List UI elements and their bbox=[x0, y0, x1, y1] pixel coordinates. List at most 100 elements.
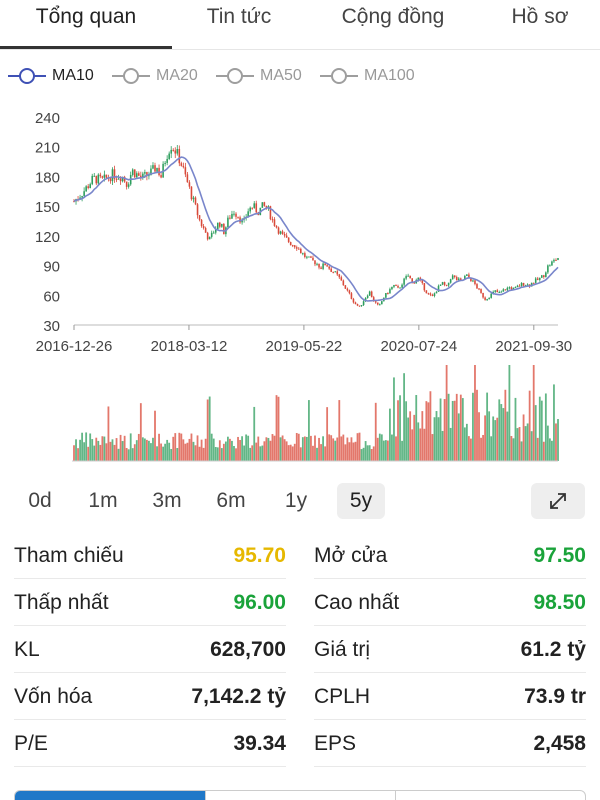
volume-bar bbox=[524, 426, 527, 461]
price-chart[interactable]: 240 210 180 150 120 90 60 30 2016-12-26 2018-03-… bbox=[0, 95, 600, 475]
volume-bar bbox=[419, 428, 422, 461]
tab-news[interactable]: Tin tức bbox=[206, 5, 272, 28]
candle-body bbox=[320, 267, 322, 269]
candle-body bbox=[480, 289, 482, 293]
x-tick-label: 2021-09-30 bbox=[495, 338, 572, 355]
candle-body bbox=[289, 242, 292, 246]
range-1y[interactable]: 1y bbox=[284, 489, 308, 512]
candle-body bbox=[393, 285, 395, 287]
legend-ma100[interactable]: MA100 bbox=[320, 62, 415, 90]
candle-body bbox=[133, 169, 136, 178]
volume-bar bbox=[334, 440, 337, 461]
y-tick-label: 240 bbox=[35, 110, 60, 127]
volume-bar bbox=[526, 423, 529, 461]
candle-body bbox=[314, 260, 316, 265]
volume-bar bbox=[267, 437, 270, 461]
candle-body bbox=[348, 290, 351, 294]
candle-body bbox=[356, 304, 359, 306]
volume-bar bbox=[271, 434, 274, 461]
volume-bar bbox=[176, 447, 179, 461]
volume-bar bbox=[431, 434, 434, 461]
volume-bar bbox=[486, 392, 489, 461]
candle-body bbox=[344, 285, 347, 289]
candle-body bbox=[178, 149, 181, 164]
candle-body bbox=[263, 202, 266, 206]
stat-label: Thấp nhất bbox=[14, 591, 109, 614]
volume-bar bbox=[81, 432, 84, 461]
volume-bar bbox=[121, 441, 124, 461]
volume-bar bbox=[372, 446, 375, 461]
candle-body bbox=[326, 265, 328, 267]
candle-body bbox=[221, 223, 223, 227]
volume-bar bbox=[200, 439, 203, 461]
legend-ma20[interactable]: MA20 bbox=[112, 62, 198, 90]
range-5y[interactable]: 5y bbox=[337, 483, 385, 519]
candle-body bbox=[457, 278, 460, 281]
candle-body bbox=[455, 277, 458, 281]
candle-body bbox=[308, 256, 310, 258]
tab-community[interactable]: Cộng đồng bbox=[341, 5, 445, 28]
volume-bar bbox=[99, 444, 102, 461]
candle-body bbox=[318, 263, 320, 268]
candles bbox=[73, 144, 559, 307]
candle-body bbox=[518, 285, 521, 287]
stat-value: 628,700 bbox=[210, 638, 286, 661]
expand-chart-button[interactable] bbox=[531, 483, 585, 519]
stat-low: Thấp nhất 96.00 bbox=[14, 580, 286, 626]
legend-ma20-label: MA20 bbox=[156, 67, 198, 84]
tab-profile[interactable]: Hồ sơ bbox=[511, 5, 569, 28]
x-axis: 2016-12-26 2018-03-12 2019-05-22 2020-07-24… bbox=[36, 324, 572, 355]
volume-bar bbox=[326, 407, 329, 461]
volume-bar bbox=[356, 433, 359, 461]
volume-bar bbox=[423, 428, 426, 461]
volume-bar bbox=[555, 423, 557, 461]
candle-body bbox=[447, 282, 450, 286]
volume-bar bbox=[111, 439, 114, 461]
stat-value: 39.34 bbox=[233, 732, 286, 755]
volume-bar bbox=[362, 447, 365, 461]
y-tick-label: 210 bbox=[35, 140, 60, 157]
candle-body bbox=[409, 275, 411, 279]
range-1m[interactable]: 1m bbox=[88, 489, 118, 512]
volume-bar bbox=[514, 397, 517, 461]
candle-body bbox=[306, 256, 308, 258]
volume-bar bbox=[399, 395, 401, 461]
volume-bar bbox=[512, 438, 515, 461]
candle-body bbox=[166, 158, 168, 163]
legend-ma50[interactable]: MA50 bbox=[216, 62, 302, 90]
candle-body bbox=[293, 245, 296, 248]
range-6m[interactable]: 6m bbox=[216, 489, 246, 512]
candle-body bbox=[405, 276, 407, 279]
candle-body bbox=[378, 304, 381, 306]
candle-body bbox=[97, 174, 100, 184]
stat-row: Thấp nhất 96.00 Cao nhất 98.50 bbox=[0, 580, 600, 627]
candle-body bbox=[227, 217, 229, 228]
candle-body bbox=[81, 196, 83, 198]
legend-ma10[interactable]: MA10 bbox=[8, 62, 94, 90]
volume-bar bbox=[492, 416, 495, 461]
volume-bar bbox=[281, 435, 284, 461]
stat-label: Mở cửa bbox=[314, 544, 388, 567]
volume-bar bbox=[540, 400, 543, 461]
candle-body bbox=[407, 275, 409, 277]
bottom-segment-bar[interactable] bbox=[14, 790, 586, 800]
candle-body bbox=[121, 176, 124, 182]
stat-row: Vốn hóa 7,142.2 tỷ CPLH 73.9 tr bbox=[0, 674, 600, 721]
candle-body bbox=[176, 149, 179, 154]
stat-eps: EPS 2,458 bbox=[314, 721, 586, 767]
volume-bar bbox=[449, 427, 452, 461]
candle-body bbox=[449, 279, 452, 283]
tab-overview[interactable]: Tổng quan bbox=[35, 5, 137, 28]
y-tick-label: 180 bbox=[35, 169, 60, 186]
candle-body bbox=[423, 283, 426, 291]
bottom-segment-active[interactable] bbox=[15, 791, 205, 800]
volume-bar bbox=[131, 448, 134, 461]
candle-body bbox=[429, 293, 432, 295]
candle-body bbox=[538, 277, 541, 280]
candle-body bbox=[198, 215, 201, 220]
volume-bar bbox=[291, 446, 294, 461]
volume-bar bbox=[441, 430, 444, 461]
candle-body bbox=[506, 287, 509, 291]
range-3m[interactable]: 3m bbox=[152, 489, 182, 512]
range-0d[interactable]: 0d bbox=[28, 489, 52, 512]
